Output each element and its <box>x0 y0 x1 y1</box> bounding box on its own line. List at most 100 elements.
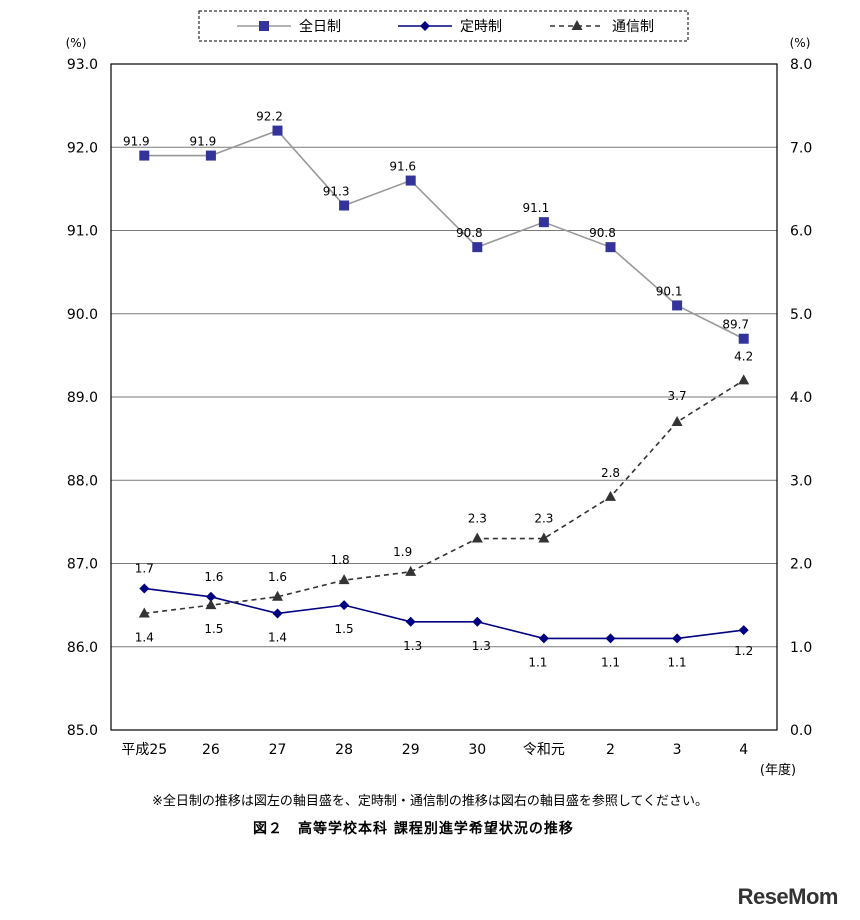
data-label: 1.7 <box>135 561 154 575</box>
data-point-triangle <box>272 590 283 601</box>
y-right-tick-label: 4.0 <box>790 390 812 406</box>
data-label: 91.9 <box>123 135 150 149</box>
y-right-axis-label: (%) <box>790 36 811 50</box>
data-point-diamond <box>405 616 416 627</box>
data-label: 4.2 <box>734 349 753 363</box>
data-point-diamond <box>538 633 549 644</box>
data-label: 90.8 <box>589 226 616 240</box>
data-label: 90.8 <box>456 226 483 240</box>
y-left-tick-label: 90.0 <box>67 307 98 323</box>
data-label: 1.1 <box>528 655 547 669</box>
data-point-triangle <box>738 374 750 385</box>
data-point-diamond <box>272 608 283 619</box>
y-right-tick-label: 8.0 <box>790 57 812 73</box>
data-label: 89.7 <box>722 318 749 332</box>
data-label: 1.4 <box>135 630 154 644</box>
y-right-tick-label: 5.0 <box>790 307 812 323</box>
data-label: 1.6 <box>204 570 223 584</box>
y-right-tick-label: 0.0 <box>790 723 812 739</box>
resemom-watermark: ReseMom <box>737 884 839 909</box>
data-label: 1.5 <box>204 622 223 636</box>
series-line <box>144 587 744 640</box>
series-line <box>144 129 745 340</box>
data-label: 1.2 <box>734 644 753 658</box>
y-left-tick-label: 88.0 <box>67 473 98 489</box>
y-left-tick-label: 85.0 <box>67 723 98 739</box>
data-point-diamond <box>738 625 749 636</box>
legend-label: 通信制 <box>612 19 654 35</box>
data-point-triangle <box>605 490 616 501</box>
data-point-diamond <box>605 633 616 644</box>
data-point-square <box>738 333 749 344</box>
data-label: 1.4 <box>268 630 287 644</box>
data-point-square <box>139 150 150 161</box>
y-right-tick-label: 1.0 <box>790 640 812 656</box>
data-label: 91.1 <box>523 201 550 215</box>
data-label: 90.1 <box>656 284 683 298</box>
data-point-square <box>538 217 549 228</box>
data-point-square <box>405 175 416 186</box>
data-label: 1.1 <box>668 655 687 669</box>
x-tick-label: 平成25 <box>121 742 167 758</box>
plot-frame <box>110 63 778 731</box>
y-left-tick-label: 92.0 <box>67 140 98 156</box>
data-point-triangle <box>138 607 150 618</box>
data-point-triangle <box>671 415 683 426</box>
data-point-diamond <box>205 591 216 602</box>
legend-triangle-marker <box>571 20 583 30</box>
data-point-diamond <box>339 600 350 611</box>
data-point-triangle <box>471 532 483 543</box>
y-right-tick-label: 6.0 <box>790 224 812 240</box>
x-tick-label: 4 <box>739 742 748 758</box>
legend-square-marker <box>259 21 269 31</box>
y-right-tick-label: 2.0 <box>790 557 812 573</box>
data-label: 91.3 <box>323 185 350 199</box>
data-point-triangle <box>205 599 217 610</box>
y-left-tick-label: 89.0 <box>67 390 98 406</box>
data-label: 1.8 <box>331 553 350 567</box>
y-left-tick-label: 87.0 <box>67 557 98 573</box>
x-tick-label: 28 <box>335 742 353 758</box>
data-point-square <box>339 200 350 211</box>
data-label: 1.5 <box>335 622 354 636</box>
y-left-tick-label: 86.0 <box>67 640 98 656</box>
x-tick-label: 27 <box>269 742 287 758</box>
data-label: 91.9 <box>190 135 217 149</box>
x-tick-label: 29 <box>402 742 420 758</box>
x-tick-label: 令和元 <box>523 742 565 758</box>
chart-canvas: 85.0 86.0 87.0 88.0 89.0 90.0 91.0 92.0 93.0 0.0 1… <box>66 10 812 778</box>
legend-label: 全日制 <box>299 18 341 35</box>
data-point-triangle <box>405 565 417 576</box>
data-label: 1.3 <box>472 639 491 653</box>
x-axis-label: (年度) <box>760 762 796 778</box>
data-point-diamond <box>139 583 150 594</box>
y-right-tick-label: 3.0 <box>790 473 812 489</box>
y-left-tick-label: 93.0 <box>67 57 98 73</box>
data-label: 1.6 <box>268 570 287 584</box>
y-right-tick-label: 7.0 <box>790 140 812 156</box>
y-left-axis-label: (%) <box>66 36 87 50</box>
data-label: 1.1 <box>601 655 620 669</box>
data-point-square <box>672 300 683 311</box>
data-point-square <box>205 150 216 161</box>
legend-diamond-marker <box>420 21 430 31</box>
data-point-square <box>605 242 616 253</box>
data-point-triangle <box>338 574 350 585</box>
data-label: 2.8 <box>601 466 620 480</box>
figure-caption: 図２ 高等学校本科 課程別進学希望状況の推移 <box>253 821 574 837</box>
data-label: 2.3 <box>534 512 553 526</box>
series-line <box>144 379 745 615</box>
legend-label: 定時制 <box>460 19 502 35</box>
data-point-square <box>472 242 483 253</box>
data-point-triangle <box>538 532 550 543</box>
data-point-square <box>272 125 283 136</box>
data-label: 3.7 <box>668 389 687 403</box>
data-label: 1.3 <box>403 639 422 653</box>
data-label: 1.9 <box>393 545 412 559</box>
x-tick-label: 2 <box>606 742 615 758</box>
data-point-diamond <box>672 633 683 644</box>
data-label: 91.6 <box>389 160 416 174</box>
axis-note: ※全日制の推移は図左の軸目盛を、定時制・通信制の推移は図右の軸目盛を参照してくだ… <box>151 794 709 809</box>
x-tick-label: 3 <box>673 742 682 758</box>
x-tick-label: 26 <box>202 742 220 758</box>
